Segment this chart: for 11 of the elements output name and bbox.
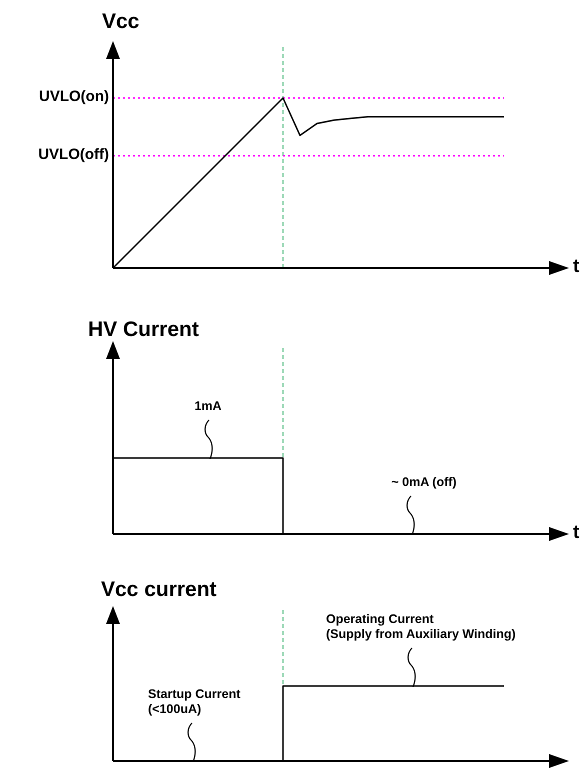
y-axis-title: HV Current: [88, 318, 199, 342]
annotation: ~ 0mA (off): [390, 475, 458, 490]
x-axis-title: t: [573, 256, 580, 278]
ref-line-label: UVLO(on): [39, 88, 109, 105]
y-axis-title: Vcc current: [101, 578, 217, 602]
annotation: 1mA: [193, 399, 223, 414]
x-axis-title: t: [573, 522, 580, 544]
annotation: Operating Current (Supply from Auxiliary Winding): [326, 612, 516, 642]
y-axis-title: Vcc: [102, 10, 140, 34]
ref-line-label: UVLO(off): [38, 146, 109, 163]
annotation: Startup Current (<100uA): [148, 687, 240, 717]
